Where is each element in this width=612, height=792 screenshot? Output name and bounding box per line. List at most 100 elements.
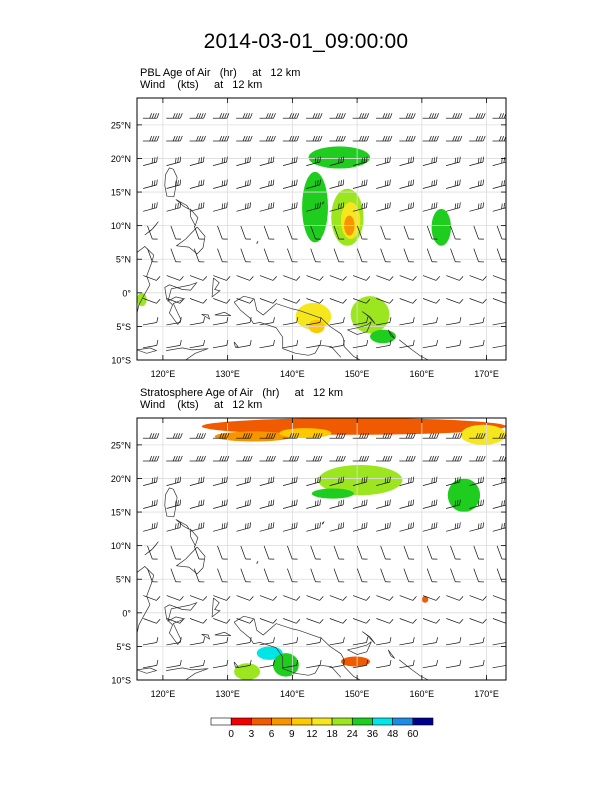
wind-barb	[399, 660, 415, 669]
barb-feather	[289, 455, 292, 462]
barb-feather	[272, 156, 275, 163]
barb-feather	[317, 135, 321, 142]
coastline	[233, 661, 239, 668]
wind-barb	[310, 248, 321, 263]
barb-feather	[456, 180, 459, 186]
barb-feather	[224, 433, 227, 439]
barb-feather	[410, 180, 412, 186]
wind-barb	[352, 340, 369, 349]
barb-feather	[452, 113, 456, 119]
barb-shaft	[166, 298, 180, 304]
barb-feather	[149, 433, 153, 439]
barb-feather	[198, 433, 202, 439]
wind-barb	[166, 156, 182, 166]
barb-feather	[454, 455, 458, 462]
wind-barb	[352, 522, 368, 532]
y-tick-label: 15°N	[111, 188, 131, 198]
wind-barb	[333, 225, 345, 240]
barb-feather	[223, 157, 226, 163]
wind-barb	[142, 135, 160, 142]
barb-feather	[296, 317, 299, 323]
wind-barb	[236, 618, 254, 624]
barb-feather	[340, 157, 342, 163]
barb-feather	[175, 261, 182, 263]
y-tick-label: 20°N	[111, 474, 131, 484]
wind-barb	[193, 225, 205, 240]
barb-feather	[203, 660, 205, 666]
colorbar-swatch	[291, 717, 313, 726]
wind-barb	[329, 298, 347, 304]
barb-shaft	[422, 345, 437, 349]
wind-barb	[282, 637, 299, 646]
barb-shaft	[170, 248, 177, 262]
barb-feather	[151, 135, 155, 142]
wind-barb	[352, 433, 370, 439]
barb-feather	[319, 455, 323, 462]
barb-shaft	[403, 545, 410, 560]
barb-feather	[198, 180, 200, 187]
barb-feather	[452, 433, 456, 439]
barb-feather	[482, 596, 487, 601]
barb-feather	[389, 156, 391, 163]
barb-feather	[384, 203, 387, 209]
wind-barb	[450, 568, 461, 583]
y-tick-label: 20°N	[111, 154, 131, 164]
barb-feather	[361, 113, 365, 119]
barb-feather	[226, 202, 228, 208]
wind-barb	[492, 275, 506, 281]
wind-barb	[217, 248, 228, 263]
barb-feather	[478, 455, 481, 462]
barb-feather	[200, 202, 203, 209]
barb-feather	[342, 156, 345, 163]
barb-shaft	[469, 618, 483, 624]
wind-barb	[450, 248, 461, 263]
x-tick-label: 170°E	[474, 369, 499, 379]
barb-shaft	[376, 275, 390, 281]
barb-feather	[319, 340, 322, 346]
coastline	[256, 560, 259, 564]
barb-feather	[224, 113, 227, 119]
barb-feather	[382, 455, 386, 462]
wind-barb	[170, 568, 182, 583]
barb-feather	[431, 180, 433, 187]
barb-feather	[387, 433, 390, 439]
wind-barb	[213, 522, 228, 532]
barb-feather	[314, 157, 317, 164]
wind-barb	[426, 568, 438, 583]
x-tick-label: 170°E	[474, 689, 499, 699]
barb-feather	[387, 135, 390, 142]
barb-feather	[198, 477, 200, 484]
wind-barb	[193, 568, 205, 583]
barb-feather	[198, 558, 205, 560]
wind-barb	[282, 476, 298, 486]
barb-feather	[342, 476, 345, 483]
barb-shaft	[217, 248, 223, 262]
barb-feather	[338, 113, 341, 119]
age-region	[279, 428, 332, 439]
wind-barb	[469, 433, 486, 439]
barb-feather	[366, 340, 369, 346]
barb-feather	[293, 522, 296, 529]
barb-feather	[314, 203, 317, 209]
wind-barb	[446, 298, 464, 304]
barb-feather	[410, 522, 412, 529]
barb-shaft	[492, 275, 506, 281]
wind-barb	[446, 499, 461, 509]
barb-shaft	[166, 595, 180, 601]
barb-feather	[342, 202, 345, 208]
barb-feather	[503, 522, 505, 529]
barb-feather	[177, 202, 179, 209]
barb-feather	[507, 113, 509, 118]
wind-barb	[469, 340, 485, 349]
barb-shaft	[259, 595, 274, 601]
wind-barb	[143, 202, 158, 212]
barb-feather	[480, 135, 484, 142]
barb-shaft	[217, 568, 223, 582]
barb-feather	[221, 433, 225, 439]
barb-feather	[179, 619, 184, 624]
barb-shaft	[217, 225, 223, 240]
wind-barb	[329, 275, 347, 281]
barb-feather	[405, 113, 409, 119]
barb-feather	[200, 157, 203, 163]
barb-feather	[196, 135, 199, 142]
